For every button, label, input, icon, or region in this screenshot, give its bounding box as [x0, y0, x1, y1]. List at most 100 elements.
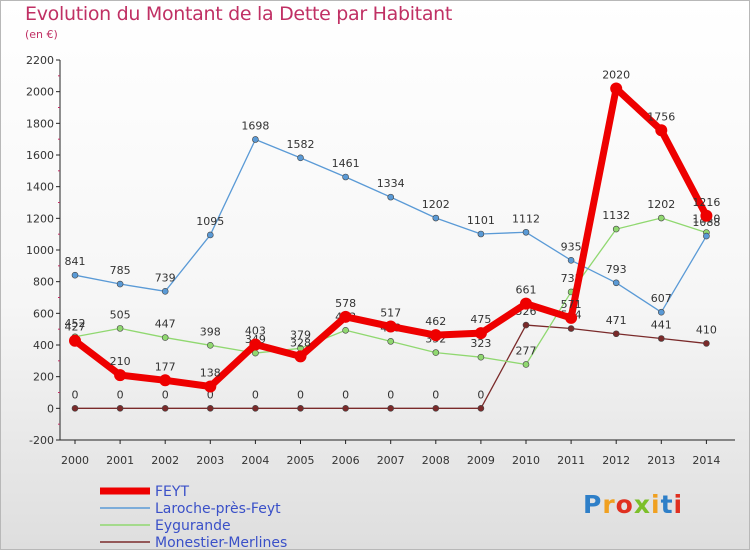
data-label-monestier-merlines: 0 — [252, 388, 259, 401]
data-label-feyt: 2020 — [602, 69, 630, 82]
x-tick-label: 2006 — [332, 454, 360, 467]
data-point-laroche-pr-s-feyt — [342, 173, 349, 181]
data-label-laroche-pr-s-feyt: 935 — [561, 240, 582, 253]
data-point-feyt — [565, 311, 578, 324]
data-label-monestier-merlines: 0 — [342, 388, 349, 401]
data-point-monestier-merlines — [71, 405, 79, 412]
logo-letter: o — [615, 490, 634, 519]
y-tick-label: 2200 — [26, 54, 54, 67]
data-label-laroche-pr-s-feyt: 793 — [606, 263, 627, 276]
data-label-monestier-merlines: 0 — [387, 388, 394, 401]
data-point-eygurande — [612, 225, 620, 233]
data-point-laroche-pr-s-feyt — [432, 214, 440, 222]
data-label-laroche-pr-s-feyt: 1088 — [692, 216, 720, 229]
data-point-laroche-pr-s-feyt — [612, 279, 620, 287]
data-label-laroche-pr-s-feyt: 1582 — [287, 138, 315, 151]
data-label-laroche-pr-s-feyt: 1698 — [241, 119, 269, 132]
data-label-eygurande: 1132 — [602, 209, 630, 222]
x-tick-label: 2009 — [467, 454, 495, 467]
data-point-feyt — [655, 124, 668, 137]
data-point-laroche-pr-s-feyt — [657, 308, 665, 316]
data-label-feyt: 403 — [245, 325, 266, 338]
data-label-feyt: 1216 — [692, 196, 720, 209]
data-point-feyt — [294, 350, 307, 363]
data-point-laroche-pr-s-feyt — [477, 230, 485, 238]
x-tick-label: 2007 — [377, 454, 405, 467]
legend-label: Eygurande — [155, 518, 231, 534]
data-label-monestier-merlines: 0 — [207, 388, 214, 401]
data-label-feyt: 177 — [155, 360, 176, 373]
logo-letter: i — [651, 490, 661, 519]
data-point-monestier-merlines — [342, 405, 349, 412]
data-point-laroche-pr-s-feyt — [567, 256, 575, 264]
data-point-feyt — [700, 209, 713, 222]
data-point-eygurande — [387, 338, 395, 345]
data-label-eygurande: 379 — [290, 328, 311, 341]
data-label-monestier-merlines: 410 — [696, 323, 717, 336]
logo-letter: r — [602, 490, 616, 519]
y-tick-label: 1600 — [26, 149, 54, 162]
data-point-feyt — [520, 297, 532, 310]
data-point-feyt — [114, 369, 127, 382]
series-line-laroche-pr-s-feyt — [74, 138, 707, 313]
data-label-monestier-merlines: 0 — [432, 388, 439, 401]
data-point-monestier-merlines — [703, 340, 710, 347]
y-tick-label: 200 — [33, 371, 54, 384]
data-label-monestier-merlines: 441 — [651, 319, 672, 332]
y-tick-label: 400 — [33, 339, 54, 352]
y-tick-label: 1000 — [26, 244, 54, 257]
data-label-laroche-pr-s-feyt: 1095 — [196, 215, 224, 228]
y-tick-label: 0 — [47, 402, 54, 415]
data-point-feyt — [384, 320, 397, 333]
y-tick-label: 800 — [33, 276, 54, 289]
data-point-monestier-merlines — [657, 335, 665, 342]
logo-letter: i — [673, 490, 684, 519]
data-label-feyt: 210 — [110, 355, 131, 368]
data-point-laroche-pr-s-feyt — [161, 288, 169, 295]
data-label-laroche-pr-s-feyt: 607 — [651, 292, 672, 305]
legend-label: FEYT — [155, 484, 189, 500]
x-tick-label: 2011 — [557, 454, 585, 467]
data-label-eygurande: 1202 — [647, 198, 675, 211]
data-label-eygurande: 452 — [65, 317, 86, 330]
logo-letter: x — [633, 490, 651, 519]
data-point-laroche-pr-s-feyt — [252, 136, 259, 143]
data-point-monestier-merlines — [116, 405, 124, 412]
data-label-feyt: 427 — [65, 321, 86, 334]
data-label-laroche-pr-s-feyt: 1461 — [332, 157, 360, 170]
logo-letter: P — [583, 490, 603, 519]
data-label-eygurande: 277 — [516, 344, 537, 357]
data-label-feyt: 517 — [380, 306, 401, 319]
x-tick-label: 2012 — [602, 454, 630, 467]
data-point-eygurande — [657, 214, 665, 222]
data-point-eygurande — [477, 353, 485, 361]
data-point-eygurande — [522, 361, 530, 368]
legend-label: Monestier-Merlines — [155, 535, 287, 550]
data-label-feyt: 578 — [335, 297, 356, 310]
y-tick-label: 600 — [33, 307, 54, 320]
data-point-monestier-merlines — [207, 405, 214, 412]
data-label-monestier-merlines: 0 — [117, 388, 124, 401]
x-tick-label: 2003 — [196, 454, 224, 467]
data-label-monestier-merlines: 0 — [72, 388, 79, 401]
data-label-feyt: 328 — [290, 336, 311, 349]
data-point-monestier-merlines — [567, 325, 575, 332]
data-label-feyt: 661 — [516, 284, 537, 297]
data-label-feyt: 462 — [425, 315, 446, 328]
data-point-monestier-merlines — [477, 405, 485, 412]
data-point-eygurande — [432, 349, 440, 356]
data-point-monestier-merlines — [297, 405, 304, 412]
legend-label: Laroche-près-Feyt — [155, 501, 281, 517]
data-point-laroche-pr-s-feyt — [297, 154, 304, 162]
data-label-eygurande: 398 — [200, 325, 221, 338]
data-label-laroche-pr-s-feyt: 785 — [110, 264, 131, 277]
data-point-monestier-merlines — [387, 405, 395, 412]
y-tick-label: -200 — [29, 434, 54, 447]
data-point-laroche-pr-s-feyt — [71, 271, 79, 279]
logo-letter: t — [660, 490, 674, 519]
data-label-laroche-pr-s-feyt: 1101 — [467, 214, 495, 227]
x-tick-label: 2001 — [106, 454, 134, 467]
data-label-feyt: 571 — [561, 298, 582, 311]
data-point-eygurande — [207, 342, 214, 349]
